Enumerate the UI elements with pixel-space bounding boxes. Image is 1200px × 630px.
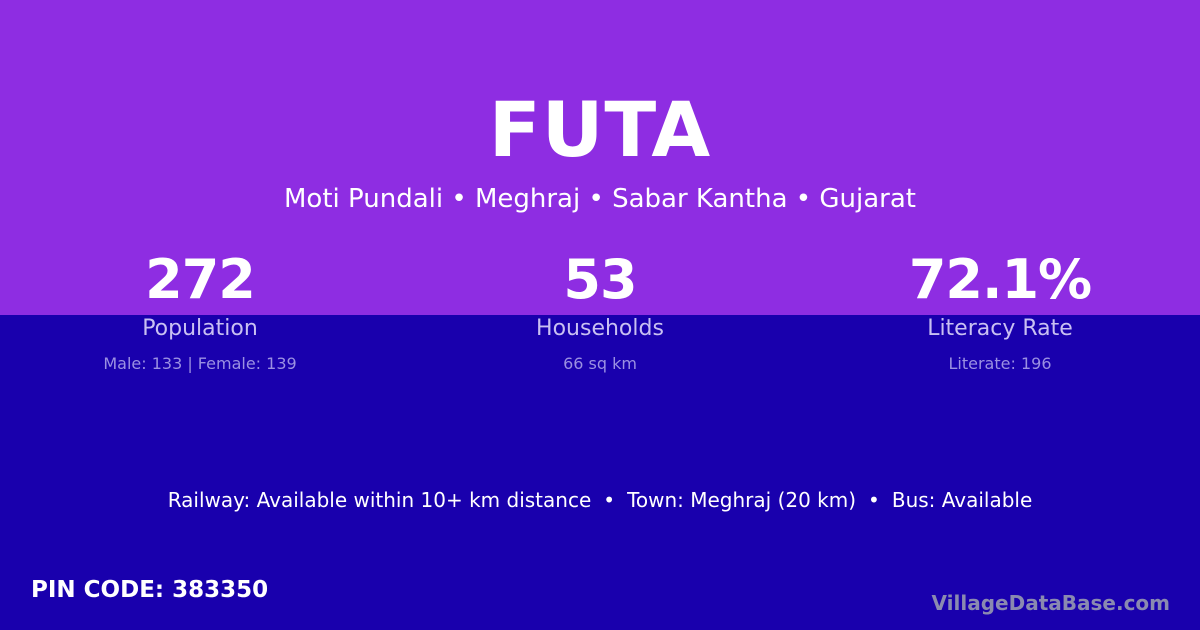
village-name: FUTA	[488, 85, 712, 174]
stat-value: 72.1%	[908, 248, 1092, 311]
location-breadcrumb: Moti Pundali • Meghraj • Sabar Kantha • …	[284, 184, 916, 214]
stat-value: 53	[563, 248, 637, 311]
town-info: Town: Meghraj (20 km)	[627, 488, 857, 512]
railway-info: Railway: Available within 10+ km distanc…	[167, 488, 592, 512]
separator: •	[868, 488, 880, 512]
stats-band	[0, 315, 1200, 630]
pin-code: PIN CODE: 383350	[31, 577, 269, 603]
brand-logo: VillageDataBase.com	[931, 591, 1170, 615]
stat-detail: Male: 133 | Female: 139	[103, 354, 297, 373]
header-band	[0, 0, 1200, 315]
stat-label: Population	[142, 316, 258, 341]
stat-detail: Literate: 196	[948, 354, 1052, 373]
stat-detail: 66 sq km	[563, 354, 637, 373]
stat-label: Literacy Rate	[927, 316, 1073, 341]
stat-label: Households	[536, 316, 664, 341]
bus-info: Bus: Available	[891, 488, 1033, 512]
stat-value: 272	[145, 248, 256, 311]
separator: •	[603, 488, 616, 512]
transport-info: Railway: Available within 10+ km distanc…	[0, 485, 1200, 515]
